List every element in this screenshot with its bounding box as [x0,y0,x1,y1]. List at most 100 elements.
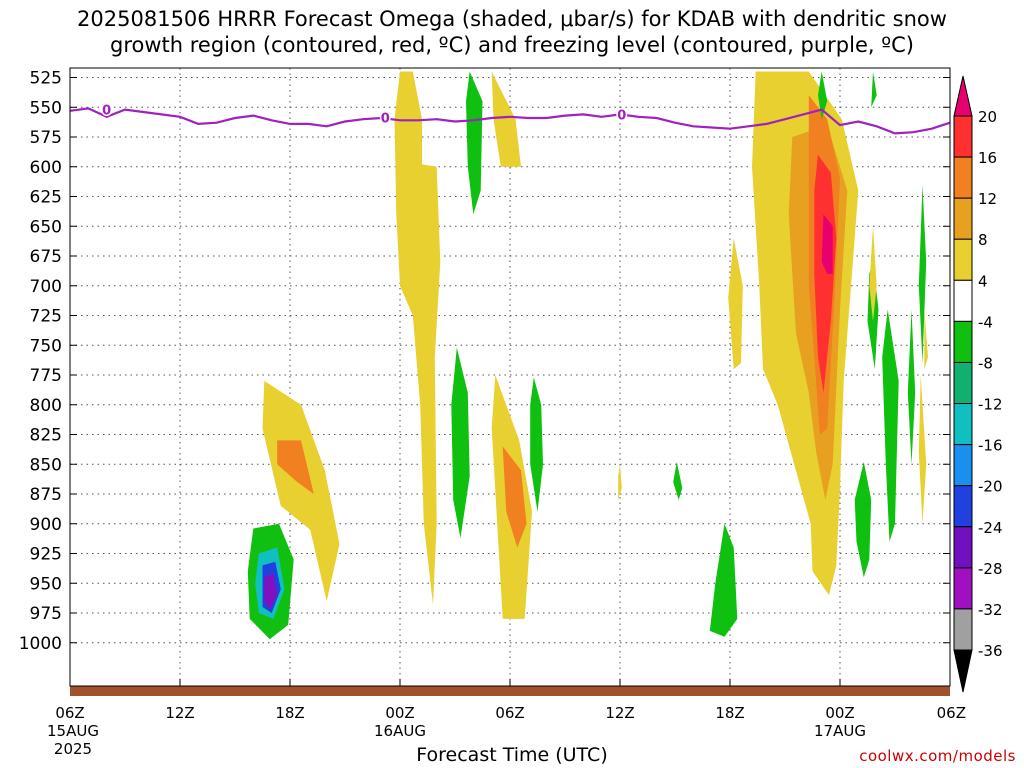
colorbar-label: -8 [978,354,993,372]
colorbar: 20 16 12 8 4 -4 -8 -12 -16 -20 -24 -28 -32 -36 [953,75,1003,693]
y-tick-label: 875 [30,485,62,505]
colorbar-swatch [953,238,973,281]
title-line-1: 2025081506 HRRR Forecast Omega (shaded, … [77,7,947,31]
x-tick-label: 06Z [495,704,524,722]
omega-region-green [530,377,543,512]
omega-region-green [673,461,683,500]
x-tick-date: 15AUG [47,722,99,740]
y-tick-label: 625 [30,188,62,208]
omega-region-green [854,461,872,578]
omega-region-green [871,71,877,108]
colorbar-label: -32 [978,601,1003,619]
y-tick-label: 675 [30,247,62,267]
y-tick-label: 850 [30,455,62,475]
freezing-level-label: 0 [381,111,390,126]
colorbar-swatch [953,485,973,528]
omega-region-green [907,309,916,465]
y-tick-label: 775 [30,366,62,386]
x-tick-date: 17AUG [814,722,866,740]
y-tick-label: 1000 [19,634,62,654]
colorbar-swatch [953,567,973,610]
x-tick-label: 12Z [165,704,194,722]
colorbar-swatch [953,197,973,240]
x-tick-label: 12Z [605,704,634,722]
colorbar-label: 16 [978,149,997,167]
y-axis: 525 550 575 600 625 650 675 700 725 750 775 800 825 8… [19,69,950,654]
freezing-level-label: 0 [617,108,626,123]
x-tick-label: 00Z [825,704,854,722]
omega-region-yellow [262,380,340,602]
x-tick-label: 06Z [937,704,966,722]
chart-title: 2025081506 HRRR Forecast Omega (shaded, … [0,6,1024,58]
y-tick-label: 900 [30,515,62,535]
x-tick-label: 00Z [385,704,414,722]
omega-region-green [466,71,483,215]
colorbar-label: -20 [978,478,1003,496]
colorbar-swatch [953,444,973,487]
x-tick-year: 2025 [54,740,92,758]
colorbar-label: 20 [978,108,997,126]
omega-region-yellow [394,71,441,605]
y-tick-label: 950 [30,574,62,594]
omega-region-orange [502,446,527,548]
omega-region-purple [264,573,278,610]
y-tick-label: 925 [30,545,62,565]
title-line-2: growth region (contoured, red, ºC) and f… [110,33,914,57]
omega-region-green [451,347,470,538]
y-tick-label: 975 [30,604,62,624]
freezing-level-label: 0 [102,104,111,119]
terrain-band [70,686,950,696]
colorbar-swatch [953,279,973,322]
colorbar-top-arrow [953,75,973,117]
colorbar-swatch [953,156,973,199]
x-tick-label: 18Z [275,704,304,722]
y-tick-label: 800 [30,396,62,416]
colorbar-label: -16 [978,437,1003,455]
colorbar-label: -28 [978,560,1003,578]
freezing-level-line [70,107,950,135]
colorbar-swatch [953,361,973,405]
omega-region-yellow [869,226,877,322]
x-tick-label: 18Z [715,704,744,722]
omega-region-red [814,154,837,393]
omega-region-green [709,523,738,637]
omega-region-yellow [924,309,928,370]
y-tick-label: 725 [30,307,62,327]
colorbar-swatch [953,320,973,363]
omega-shading [247,71,928,640]
y-tick-label: 525 [30,69,62,89]
colorbar-swatch [953,608,973,651]
y-tick-label: 650 [30,217,62,237]
colorbar-label: 8 [978,231,988,249]
y-tick-label: 700 [30,277,62,297]
omega-region-orange [277,440,314,494]
omega-region-yellow [728,238,743,370]
omega-region-yellow [618,464,622,500]
colorbar-label: -36 [978,642,1003,660]
y-tick-label: 575 [30,128,62,148]
colorbar-label: 4 [978,272,988,290]
colorbar-label: -4 [978,313,993,331]
x-tick-date: 16AUG [374,722,426,740]
colorbar-bottom-arrow [953,649,973,693]
colorbar-swatch [953,403,973,446]
omega-region-green [818,71,828,120]
credit-link[interactable]: coolwx.com/models [859,747,1016,765]
omega-region-magenta [821,214,833,274]
y-tick-label: 825 [30,426,62,446]
omega-region-green [882,309,899,542]
freezing-level-contour: 0 0 0 [70,102,950,135]
colorbar-label: 12 [978,190,997,208]
colorbar-label: -12 [978,396,1003,414]
colorbar-swatch [953,115,973,158]
x-tick-label: 06Z [55,704,84,722]
y-tick-label: 750 [30,336,62,356]
colorbar-label: -24 [978,519,1003,537]
y-tick-label: 600 [30,158,62,178]
x-axis-label: Forecast Time (UTC) [416,744,608,766]
omega-region-green [918,184,927,364]
y-tick-label: 550 [30,98,62,118]
omega-region-yellow [491,71,521,167]
